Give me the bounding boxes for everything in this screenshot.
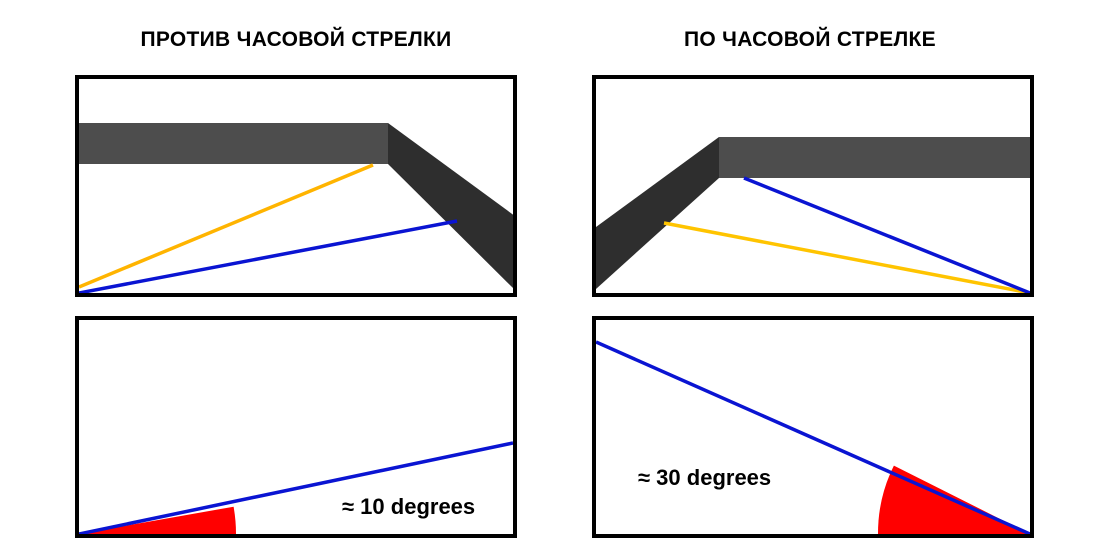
blue-sight-line [79,219,458,293]
blue-sight-line [743,176,1030,293]
orange-sight-line [79,163,374,289]
blue-sight-line [596,340,1030,534]
orange-sight-line [663,221,1030,293]
clockwise-angle-drawing [596,340,1030,534]
beam-front-face [719,137,1030,178]
beam-front-face [79,123,388,164]
title-clockwise: ПО ЧАСОВОЙ СТРЕЛКЕ [684,28,936,51]
title-counterclockwise: ПРОТИВ ЧАСОВОЙ СТРЕЛКИ [140,28,452,51]
beam-side-face [388,123,513,289]
panel-clockwise-angle: ≈ 30 degrees [592,316,1034,538]
blue-sight-line [79,441,513,534]
counterclockwise-angle-drawing [79,441,513,534]
counterclockwise-view-drawing [79,123,513,293]
panel-counterclockwise-view [75,75,517,297]
angle-label: ≈ 10 degrees [342,494,476,519]
panel-counterclockwise-angle: ≈ 10 degrees [75,316,517,538]
angle-label: ≈ 30 degrees [638,465,772,490]
clockwise-view-drawing [596,137,1030,293]
panel-clockwise-view [592,75,1034,297]
beam-side-face [596,137,719,289]
